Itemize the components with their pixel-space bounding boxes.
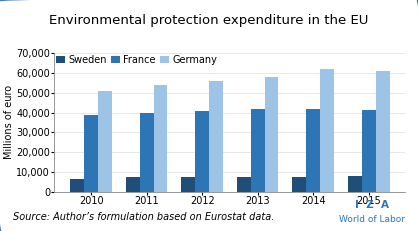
Bar: [195, 111, 209, 192]
Bar: [140, 112, 153, 192]
Bar: [98, 91, 112, 192]
Bar: [320, 69, 334, 192]
Legend: Sweden, France, Germany: Sweden, France, Germany: [56, 55, 217, 65]
Bar: [306, 109, 320, 192]
Text: World of Labor: World of Labor: [339, 215, 405, 224]
Bar: [265, 77, 278, 192]
Bar: [153, 85, 168, 192]
Bar: [181, 177, 195, 192]
Text: Environmental protection expenditure in the EU: Environmental protection expenditure in …: [49, 14, 369, 27]
Bar: [237, 177, 251, 192]
Bar: [376, 71, 390, 192]
Bar: [84, 116, 98, 192]
Bar: [362, 109, 376, 192]
Bar: [348, 176, 362, 192]
Y-axis label: Millions of euro: Millions of euro: [3, 85, 13, 159]
Bar: [292, 177, 306, 192]
Bar: [70, 179, 84, 192]
Text: Source: Author’s formulation based on Eurostat data.: Source: Author’s formulation based on Eu…: [13, 212, 274, 222]
Bar: [209, 81, 223, 192]
Bar: [126, 177, 140, 192]
Bar: [251, 109, 265, 192]
Text: I  Z  A: I Z A: [355, 200, 389, 210]
